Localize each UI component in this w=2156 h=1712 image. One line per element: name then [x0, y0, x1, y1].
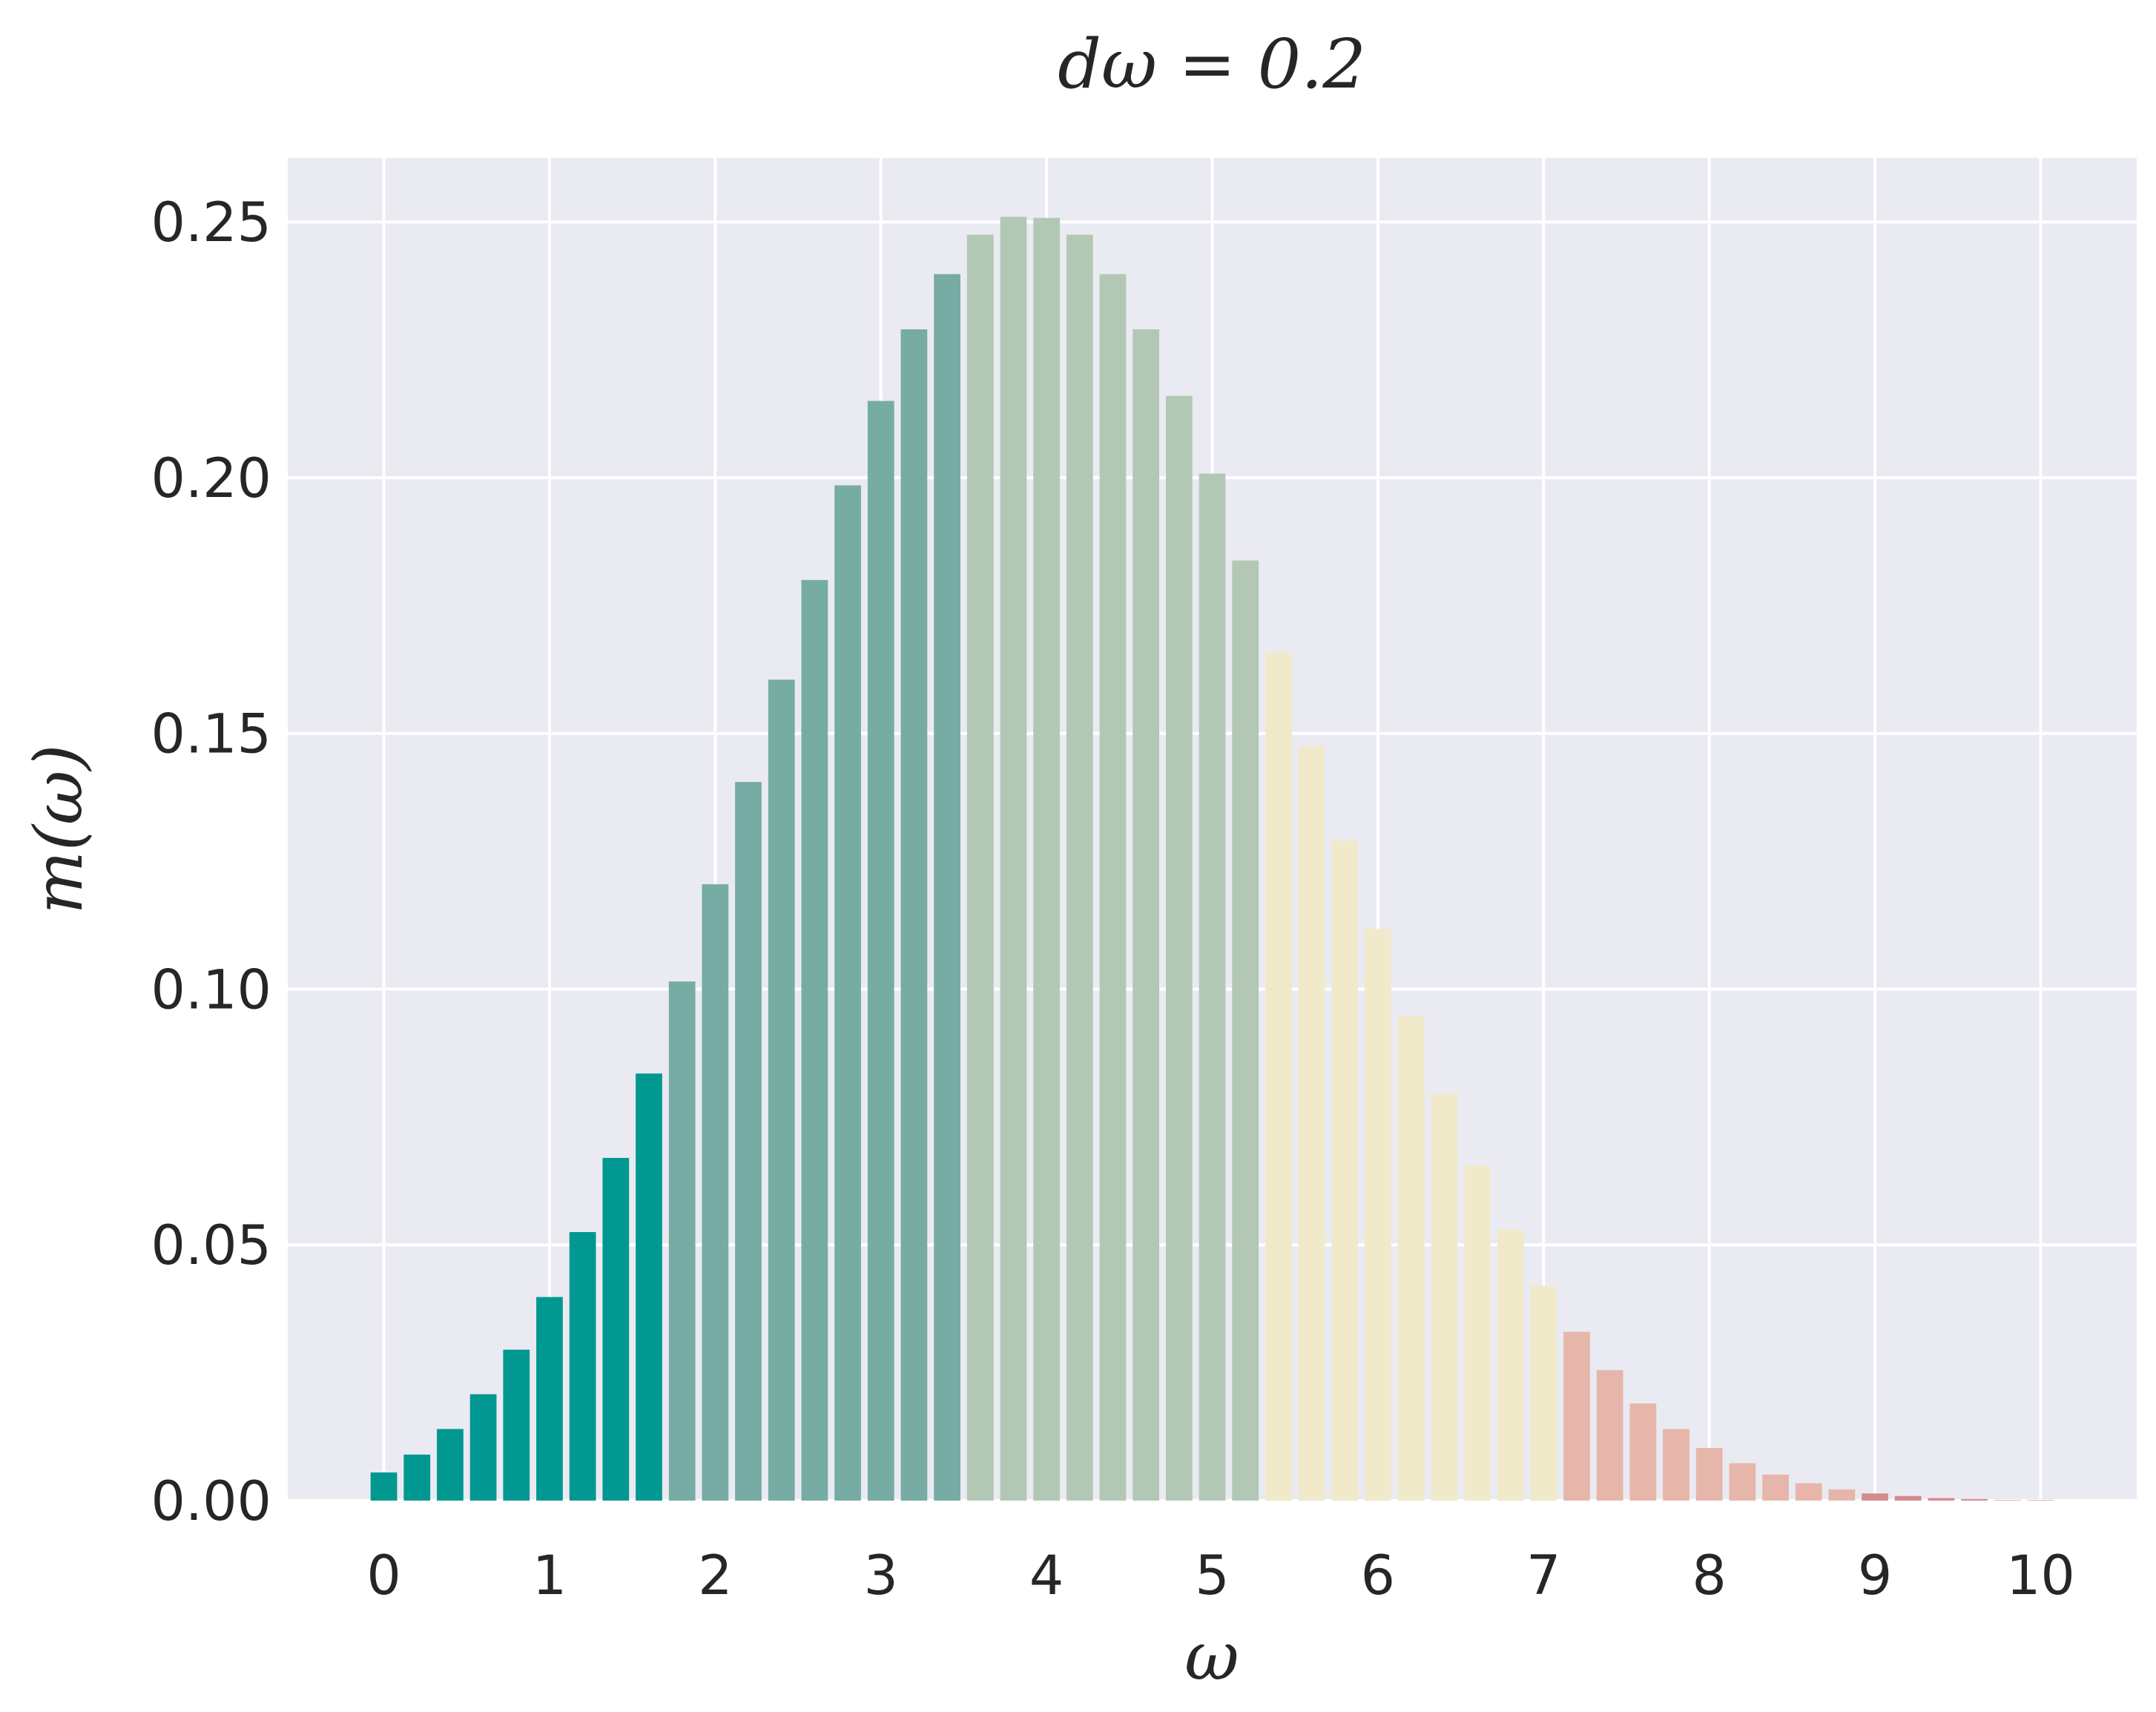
bar	[1000, 217, 1027, 1501]
bar	[1563, 1331, 1590, 1501]
bar	[1629, 1403, 1657, 1501]
bar	[602, 1158, 630, 1501]
x-tick-label: 10	[2006, 1544, 2075, 1607]
bar	[1729, 1463, 1756, 1501]
x-tick-label: 8	[1692, 1544, 1726, 1607]
bar	[1928, 1498, 1955, 1501]
bar	[934, 274, 960, 1501]
bar	[1033, 217, 1060, 1501]
bar	[1596, 1370, 1623, 1501]
bar	[1862, 1493, 1888, 1501]
bar	[1265, 652, 1292, 1501]
x-tick-label: 0	[366, 1544, 400, 1607]
x-tick-label: 4	[1029, 1544, 1064, 1607]
bar	[668, 981, 696, 1501]
x-tick-label: 9	[1858, 1544, 1892, 1607]
bar	[569, 1232, 596, 1501]
x-tick-label: 3	[863, 1544, 897, 1607]
bar	[1066, 234, 1093, 1501]
bar	[735, 782, 762, 1501]
bar	[1695, 1447, 1723, 1501]
bar	[768, 679, 795, 1501]
y-tick-label: 0.10	[151, 958, 271, 1021]
bar	[702, 884, 729, 1501]
x-tick-label: 5	[1195, 1544, 1229, 1607]
bar	[1828, 1489, 1856, 1501]
bar	[2027, 1500, 2054, 1501]
bar	[1762, 1474, 1789, 1501]
y-axis-ticks: 0.00 0.05 0.10 0.15 0.20 0.25	[151, 191, 271, 1533]
x-axis-ticks: 0 1 2 3 4 5 6 7 8 9 10	[366, 1544, 2075, 1607]
bar	[1961, 1498, 1988, 1501]
x-tick-label: 2	[698, 1544, 732, 1607]
bar	[1331, 840, 1359, 1501]
bar	[1099, 274, 1127, 1501]
y-tick-label: 0.25	[151, 191, 271, 254]
bar	[536, 1297, 563, 1501]
chart-title: dω = 0.2	[1058, 24, 1366, 104]
bar	[1497, 1229, 1524, 1501]
bar	[1530, 1285, 1557, 1501]
bar	[1232, 560, 1259, 1501]
bar	[1298, 745, 1325, 1501]
bar	[900, 329, 928, 1501]
bar	[503, 1349, 530, 1501]
bar	[1431, 1093, 1458, 1501]
bar	[437, 1429, 464, 1501]
bar	[1464, 1165, 1491, 1501]
bar	[1397, 1015, 1425, 1501]
bars	[370, 217, 2054, 1501]
y-tick-label: 0.15	[151, 703, 271, 766]
x-tick-label: 6	[1361, 1544, 1395, 1607]
bar	[1994, 1500, 2021, 1501]
bar	[370, 1472, 398, 1501]
bar	[834, 485, 861, 1501]
y-tick-label: 0.00	[151, 1470, 271, 1533]
x-tick-label: 7	[1526, 1544, 1560, 1607]
bar	[403, 1454, 431, 1501]
bar	[1795, 1483, 1822, 1501]
y-axis-label: m(ω)	[20, 745, 98, 915]
bar	[1165, 395, 1193, 1501]
bar	[1133, 329, 1160, 1501]
bar	[867, 401, 894, 1501]
x-axis-label: ω	[1184, 1618, 1239, 1696]
x-tick-label: 1	[533, 1544, 567, 1607]
y-tick-label: 0.05	[151, 1214, 271, 1277]
bar	[1894, 1495, 1922, 1501]
bar	[966, 234, 994, 1501]
bar	[1663, 1429, 1689, 1501]
bar	[1365, 929, 1391, 1501]
bar	[469, 1394, 497, 1501]
bar	[801, 579, 828, 1501]
y-tick-label: 0.20	[151, 447, 271, 510]
bar	[636, 1073, 662, 1501]
bar	[1199, 473, 1226, 1501]
